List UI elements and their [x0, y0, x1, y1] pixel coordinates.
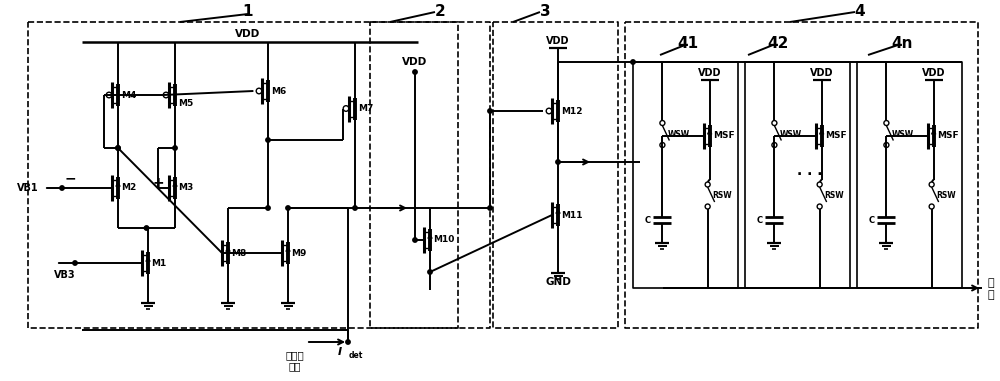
Circle shape — [60, 186, 64, 190]
Circle shape — [353, 206, 357, 210]
Text: VDD: VDD — [235, 29, 261, 39]
Text: MSF: MSF — [937, 131, 958, 140]
Text: 4: 4 — [855, 5, 865, 19]
Text: C: C — [756, 216, 762, 225]
Text: RSW: RSW — [825, 191, 844, 200]
Text: +: + — [152, 176, 164, 190]
Text: 输入: 输入 — [289, 361, 301, 371]
Text: M11: M11 — [561, 210, 582, 219]
Text: VDD: VDD — [546, 36, 570, 46]
Text: M10: M10 — [433, 235, 454, 245]
Circle shape — [266, 138, 270, 142]
Text: WSW: WSW — [891, 130, 914, 139]
Text: M3: M3 — [178, 184, 193, 192]
Text: M12: M12 — [561, 107, 582, 115]
Circle shape — [116, 146, 120, 150]
Circle shape — [428, 270, 432, 274]
Text: 2: 2 — [435, 5, 445, 19]
Circle shape — [144, 226, 149, 230]
Text: WSW: WSW — [779, 130, 802, 139]
Text: 输: 输 — [988, 278, 995, 288]
Text: VDD: VDD — [810, 68, 833, 78]
Text: M2: M2 — [121, 184, 136, 192]
Text: VDD: VDD — [698, 68, 721, 78]
Text: 光电流: 光电流 — [286, 350, 304, 360]
Text: VDD: VDD — [402, 57, 428, 67]
Text: VDD: VDD — [922, 68, 945, 78]
Circle shape — [116, 146, 120, 150]
Text: −: − — [64, 171, 76, 185]
Text: M9: M9 — [291, 248, 306, 258]
Text: C: C — [644, 216, 650, 225]
Circle shape — [266, 206, 270, 210]
Text: 42: 42 — [767, 35, 789, 51]
Text: VB3: VB3 — [54, 270, 76, 280]
Circle shape — [631, 60, 635, 64]
Text: M5: M5 — [178, 99, 193, 107]
Text: M7: M7 — [358, 104, 373, 113]
Text: MSF: MSF — [713, 131, 734, 140]
Circle shape — [286, 206, 290, 210]
Text: RSW: RSW — [937, 191, 956, 200]
Text: M4: M4 — [121, 91, 136, 99]
Text: WSW: WSW — [667, 130, 690, 139]
Text: VB1: VB1 — [17, 183, 39, 193]
Circle shape — [488, 206, 492, 210]
Text: 出: 出 — [988, 290, 995, 300]
Circle shape — [488, 109, 492, 113]
Text: C: C — [868, 216, 874, 225]
Circle shape — [73, 261, 77, 265]
Text: RSW: RSW — [713, 191, 732, 200]
Circle shape — [173, 146, 177, 150]
Text: 3: 3 — [540, 5, 550, 19]
Circle shape — [413, 238, 417, 242]
Text: 4n: 4n — [891, 35, 913, 51]
Text: I: I — [338, 347, 342, 357]
Text: M8: M8 — [231, 248, 246, 258]
Text: GND: GND — [545, 277, 571, 287]
Text: 41: 41 — [677, 35, 699, 51]
Text: M6: M6 — [271, 86, 286, 96]
Text: M1: M1 — [151, 258, 166, 267]
Text: det: det — [349, 352, 363, 360]
Circle shape — [413, 70, 417, 74]
Text: · · ·: · · · — [797, 168, 823, 182]
Text: MSF: MSF — [825, 131, 846, 140]
Circle shape — [556, 160, 560, 164]
Text: 1: 1 — [243, 5, 253, 19]
Circle shape — [346, 340, 350, 344]
